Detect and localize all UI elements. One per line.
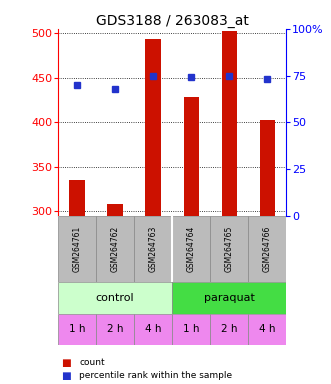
Text: 1 h: 1 h — [69, 324, 85, 334]
Text: GSM264766: GSM264766 — [263, 226, 272, 272]
Bar — [248, 216, 286, 282]
Text: 2 h: 2 h — [107, 324, 123, 334]
Bar — [145, 40, 161, 384]
Text: control: control — [96, 293, 134, 303]
Text: count: count — [79, 358, 105, 367]
Bar — [172, 282, 286, 313]
Bar — [96, 216, 134, 282]
Text: paraquat: paraquat — [204, 293, 255, 303]
Text: ■: ■ — [61, 371, 71, 381]
Bar — [134, 313, 172, 345]
Text: 4 h: 4 h — [259, 324, 275, 334]
Text: GSM264765: GSM264765 — [225, 226, 234, 272]
Text: 2 h: 2 h — [221, 324, 237, 334]
Bar — [58, 313, 96, 345]
Bar — [107, 204, 122, 384]
Text: GSM264763: GSM264763 — [149, 226, 158, 272]
Title: GDS3188 / 263083_at: GDS3188 / 263083_at — [96, 14, 249, 28]
Bar — [260, 120, 275, 384]
Bar — [172, 216, 210, 282]
Text: 1 h: 1 h — [183, 324, 199, 334]
Bar — [70, 180, 85, 384]
Bar — [248, 313, 286, 345]
Text: 4 h: 4 h — [145, 324, 161, 334]
Text: GSM264762: GSM264762 — [111, 226, 119, 272]
Bar — [96, 313, 134, 345]
Bar — [134, 216, 172, 282]
Text: percentile rank within the sample: percentile rank within the sample — [79, 371, 233, 380]
Bar — [172, 313, 210, 345]
Bar — [58, 282, 172, 313]
Text: ■: ■ — [61, 358, 71, 368]
Text: GSM264761: GSM264761 — [72, 226, 81, 272]
Bar — [210, 216, 248, 282]
Bar — [183, 98, 199, 384]
Bar — [58, 216, 96, 282]
Text: GSM264764: GSM264764 — [187, 226, 196, 272]
Bar — [221, 31, 237, 384]
Bar — [210, 313, 248, 345]
